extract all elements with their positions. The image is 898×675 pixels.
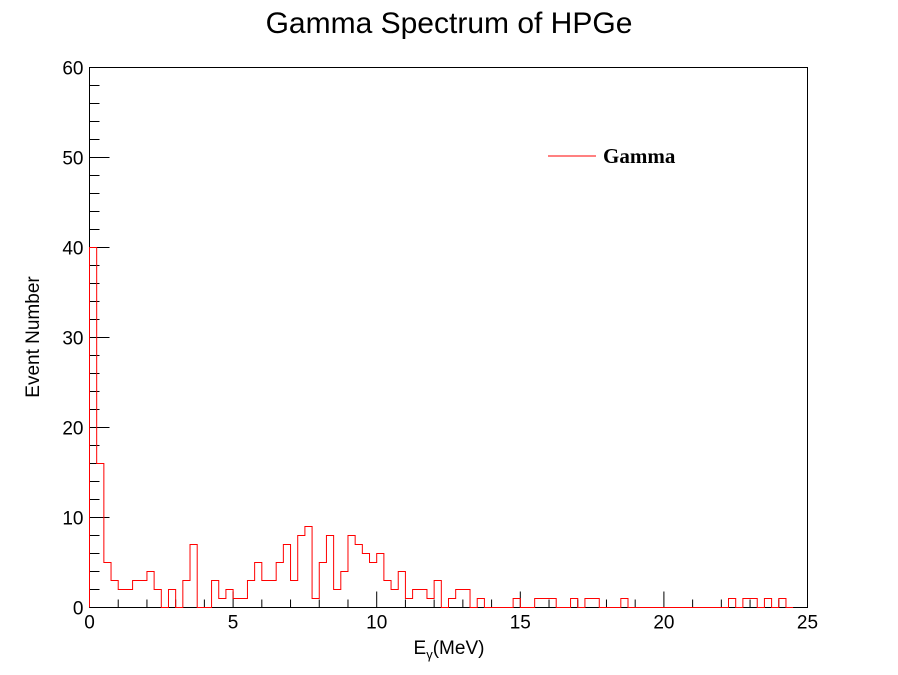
x-tick-label: 0 (84, 613, 95, 634)
legend: Gamma (548, 144, 676, 168)
axis-ticks (89, 67, 808, 608)
x-axis-label: Eγ(MeV) (414, 638, 485, 662)
y-tick-label: 60 (62, 59, 83, 80)
y-tick-label: 20 (62, 419, 83, 440)
tick-labels: 0 10 20 30 40 50 60 0 5 10 15 20 25 (62, 59, 818, 634)
x-tick-label: 20 (653, 613, 674, 634)
histogram-line-gamma (89, 247, 794, 608)
x-tick-label: 10 (366, 613, 387, 634)
x-tick-label: 5 (228, 613, 239, 634)
chart-title: Gamma Spectrum of HPGe (266, 7, 633, 40)
x-axis-label-unit: (MeV) (433, 638, 485, 659)
plot-frame (89, 67, 808, 608)
legend-label-gamma: Gamma (603, 144, 676, 168)
y-tick-label: 10 (62, 509, 83, 530)
y-axis-label: Event Number (23, 276, 44, 398)
x-tick-label: 25 (797, 613, 818, 634)
y-tick-label: 0 (73, 599, 84, 620)
y-tick-label: 30 (62, 329, 83, 350)
x-axis-label-subscript: γ (426, 647, 433, 662)
y-tick-label: 50 (62, 149, 83, 170)
x-axis-label-main: E (414, 638, 427, 659)
x-tick-label: 15 (510, 613, 531, 634)
y-tick-label: 40 (62, 239, 83, 260)
